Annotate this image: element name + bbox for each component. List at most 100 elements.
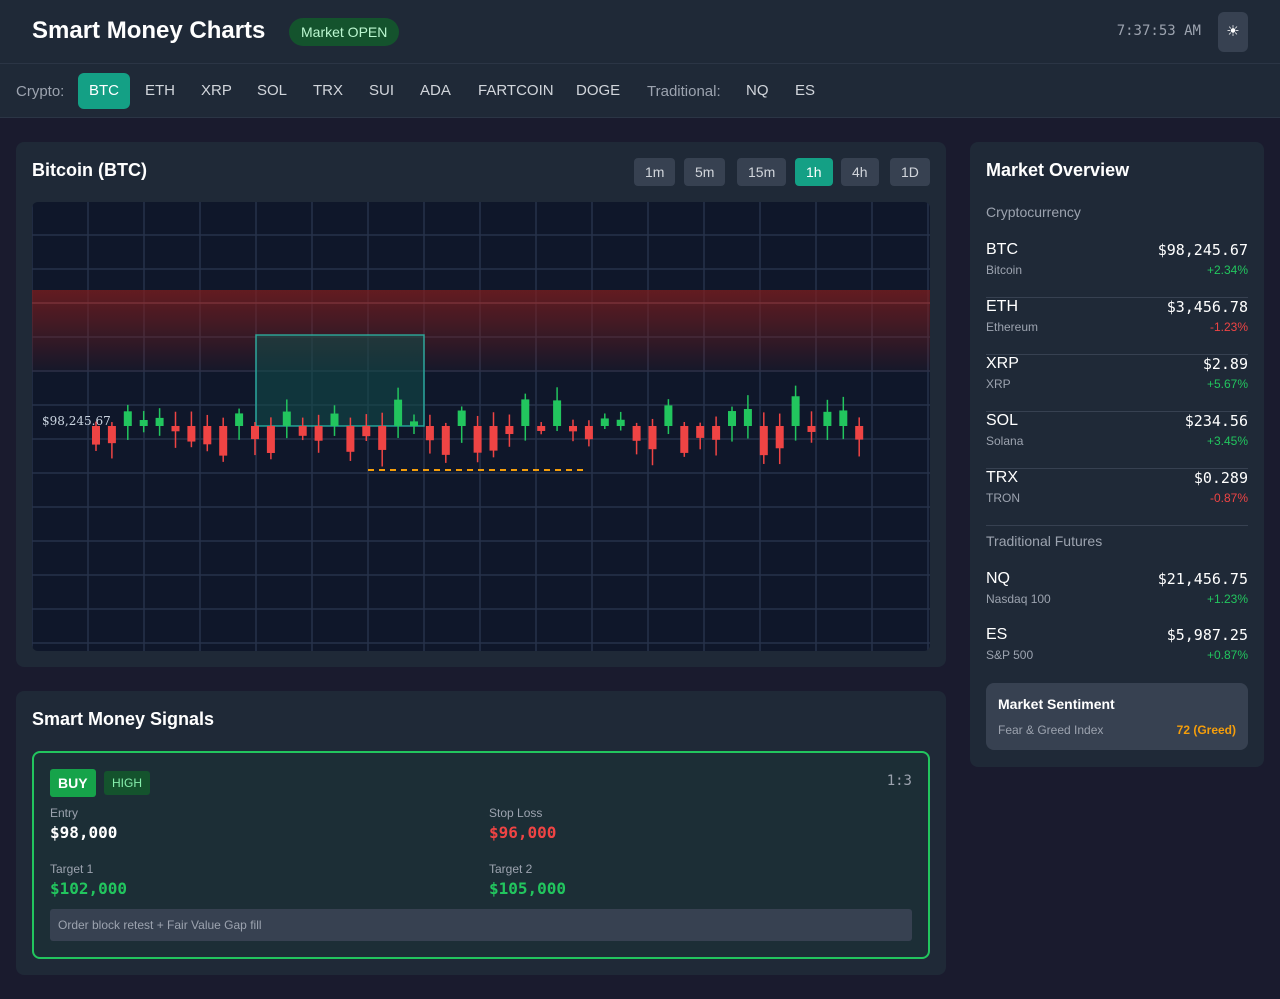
signals-title: Smart Money Signals: [32, 709, 215, 729]
candle-body: [775, 426, 784, 449]
asset-doge-button[interactable]: DOGE: [576, 82, 621, 99]
target2-value: $105,000: [489, 879, 567, 898]
overview-row-eth[interactable]: ETH Ethereum $3,456.78 -1.23%: [986, 298, 1248, 355]
signal-type-badge: BUY: [50, 769, 96, 797]
symbol: XRP: [986, 355, 1019, 372]
candle-body: [282, 411, 291, 426]
timeframe-1h-button[interactable]: 1h: [795, 158, 833, 186]
sentiment-title: Market Sentiment: [998, 696, 1115, 712]
symbol: NQ: [986, 570, 1010, 587]
asset-name: Bitcoin: [986, 263, 1023, 277]
asset-sui-button[interactable]: SUI: [369, 82, 395, 99]
candlestick-chart[interactable]: $98,245.67: [32, 202, 930, 651]
asset-name: S&P 500: [986, 648, 1034, 662]
candle-body: [664, 405, 673, 426]
candle-body: [553, 400, 562, 426]
timeframe-15m-button[interactable]: 15m: [737, 158, 787, 186]
app-header: Smart Money Charts Market OPEN 7:37:53 A…: [0, 0, 1280, 64]
price: $0.289: [1193, 469, 1248, 487]
asset-name: XRP: [986, 377, 1011, 391]
candle-body: [537, 426, 546, 431]
asset-btc-button[interactable]: BTC: [78, 73, 130, 109]
signal-reason: Order block retest + Fair Value Gap fill: [50, 909, 912, 941]
change: +3.45%: [1206, 434, 1248, 448]
signals-panel: Smart Money Signals BUY HIGH 1:3 Entry $…: [16, 691, 946, 975]
candle-body: [712, 426, 721, 440]
candle-body: [235, 413, 244, 426]
candle-body: [584, 426, 593, 440]
candle-body: [123, 411, 132, 426]
chart-canvas[interactable]: $98,245.67: [32, 202, 930, 651]
market-overview-panel: Market Overview Cryptocurrency BTC Bitco…: [970, 142, 1264, 767]
asset-fartcoin-button[interactable]: FARTCOIN: [478, 82, 554, 99]
theme-toggle-button[interactable]: ☀: [1218, 12, 1248, 52]
candle-body: [680, 426, 689, 453]
candle-body: [410, 421, 418, 426]
candle-body: [600, 418, 609, 426]
asset-sol-button[interactable]: SOL: [257, 82, 288, 99]
symbol: ETH: [986, 298, 1018, 315]
candle-body: [107, 426, 116, 444]
candle-body: [489, 426, 498, 451]
price: $21,456.75: [1157, 570, 1248, 588]
risk-reward-ratio: 1:3: [886, 773, 912, 789]
overview-row-nq[interactable]: NQ Nasdaq 100 $21,456.75 +1.23%: [986, 570, 1248, 627]
timeframe-4h-button[interactable]: 4h: [841, 158, 879, 186]
stop-loss-label: Stop Loss: [489, 806, 543, 820]
candle-body: [219, 426, 228, 456]
candle-body: [457, 410, 466, 426]
overview-row-btc[interactable]: BTC Bitcoin $98,245.67 +2.34%: [986, 241, 1248, 298]
signal-card[interactable]: BUY HIGH 1:3 Entry $98,000 Stop Loss $96…: [32, 751, 930, 959]
change: +1.23%: [1206, 592, 1248, 606]
asset-name: Nasdaq 100: [986, 592, 1051, 606]
candle-body: [648, 426, 657, 450]
candle-body: [441, 426, 450, 455]
candle-body: [251, 426, 259, 440]
candle-body: [92, 426, 100, 445]
change: +2.34%: [1206, 263, 1248, 277]
overview-title: Market Overview: [986, 160, 1130, 180]
candle-body: [314, 426, 323, 441]
candle-body: [807, 426, 816, 432]
timeframe-5m-button[interactable]: 5m: [684, 158, 726, 186]
stop-loss-value: $96,000: [489, 823, 557, 842]
overview-row-xrp[interactable]: XRP XRP $2.89 +5.67%: [986, 355, 1248, 412]
candles: [92, 385, 864, 467]
symbol: BTC: [986, 241, 1018, 258]
market-status-badge: Market OPEN: [289, 18, 400, 46]
timeframe-1m-button[interactable]: 1m: [634, 158, 676, 186]
traditional-futures-section-label: Traditional Futures: [986, 533, 1103, 549]
symbol: ES: [986, 626, 1008, 643]
change: +0.87%: [1206, 648, 1248, 662]
candle-body: [330, 413, 339, 426]
overview-row-es[interactable]: ES S&P 500 $5,987.25 +0.87%: [986, 626, 1248, 683]
asset-eth-button[interactable]: ETH: [145, 82, 175, 99]
asset-name: Ethereum: [986, 320, 1039, 334]
candle-body: [839, 410, 848, 426]
asset-name: TRON: [986, 491, 1020, 505]
overview-row-sol[interactable]: SOL Solana $234.56 +3.45%: [986, 412, 1248, 469]
price: $3,456.78: [1166, 298, 1248, 316]
target2-label: Target 2: [489, 862, 533, 876]
candle-body: [266, 426, 275, 453]
symbol: TRX: [986, 469, 1018, 486]
price: $5,987.25: [1166, 626, 1248, 644]
asset-trx-button[interactable]: TRX: [313, 82, 343, 99]
change: -0.87%: [1209, 491, 1248, 505]
timeframe-1d-button[interactable]: 1D: [890, 158, 930, 186]
asset-ada-button[interactable]: ADA: [420, 82, 451, 99]
candle-body: [569, 426, 577, 432]
supply-zone: [32, 290, 930, 372]
asset-nq-button[interactable]: NQ: [746, 82, 769, 99]
chart-panel: Bitcoin (BTC) 1m 5m 15m 1h 4h 1D $98,245…: [16, 142, 946, 667]
candle-body: [425, 426, 434, 441]
candle-body: [171, 426, 180, 432]
overview-row-trx[interactable]: TRX TRON $0.289 -0.87%: [986, 469, 1248, 526]
asset-xrp-button[interactable]: XRP: [201, 82, 232, 99]
candle-body: [823, 411, 832, 426]
price: $2.89: [1202, 355, 1248, 373]
asset-name: Solana: [986, 434, 1024, 448]
asset-selector-bar: Crypto: BTC ETH XRP SOL TRX SUI ADA FART…: [0, 64, 1280, 118]
crypto-label: Crypto:: [16, 83, 65, 100]
asset-es-button[interactable]: ES: [795, 82, 816, 99]
